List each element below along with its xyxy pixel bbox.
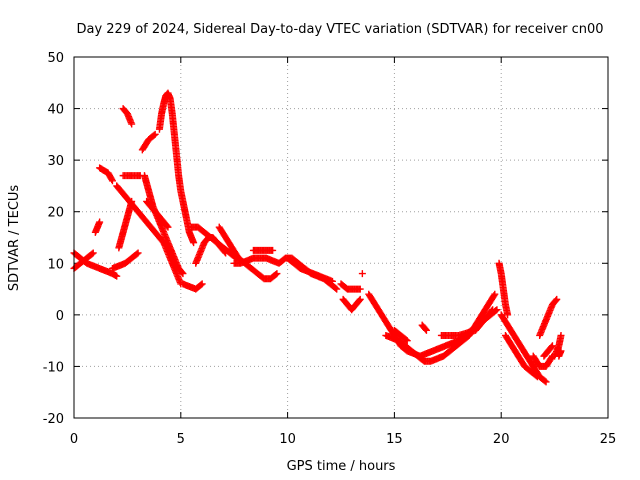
data-points xyxy=(70,89,565,386)
data-point xyxy=(164,223,172,231)
data-point xyxy=(178,269,186,277)
series-arc-r xyxy=(230,254,341,293)
data-point xyxy=(542,378,550,386)
y-tick-label: 50 xyxy=(47,51,64,66)
y-axis-label: SDTVAR / TECUs xyxy=(7,185,22,292)
grid xyxy=(74,57,608,418)
series-arc-b xyxy=(70,249,97,272)
series-arc-aj xyxy=(555,347,565,360)
y-tick-label: 10 xyxy=(47,257,64,272)
data-point xyxy=(197,281,205,289)
data-point xyxy=(422,326,430,334)
chart-title: Day 229 of 2024, Sidereal Day-to-day VTE… xyxy=(76,22,603,37)
x-tick-label: 25 xyxy=(600,432,617,447)
data-point xyxy=(179,270,187,278)
data-point xyxy=(491,290,499,298)
data-point xyxy=(108,175,116,183)
y-tick-label: 30 xyxy=(47,154,64,169)
series-arc-g xyxy=(115,197,136,252)
data-point xyxy=(541,377,549,385)
data-point xyxy=(504,311,512,319)
series-arc-aa xyxy=(418,321,430,334)
y-tick-label: -10 xyxy=(43,360,64,375)
series-arc-d xyxy=(96,164,116,185)
x-tick-label: 0 xyxy=(70,432,78,447)
series-arc-ah xyxy=(540,342,556,360)
data-point xyxy=(557,331,565,339)
data-point xyxy=(163,222,171,230)
data-point xyxy=(552,296,560,304)
data-point xyxy=(356,295,364,303)
x-axis-label: GPS time / hours xyxy=(287,459,396,474)
series-arc-ae xyxy=(501,331,542,381)
data-point xyxy=(553,295,561,303)
y-tick-label: -20 xyxy=(43,412,64,427)
data-point xyxy=(88,250,96,258)
data-point xyxy=(113,272,121,280)
data-point xyxy=(490,292,498,300)
data-point xyxy=(273,270,281,278)
data-point xyxy=(358,270,366,278)
series-arc-ag xyxy=(536,295,561,339)
x-tick-label: 5 xyxy=(177,432,185,447)
data-point xyxy=(534,373,542,381)
data-point xyxy=(356,285,364,293)
series-arc-l xyxy=(143,197,172,231)
series-arc-n xyxy=(179,280,206,293)
series-arc-p xyxy=(192,234,230,267)
series-arc-w xyxy=(358,270,366,278)
data-point xyxy=(422,325,430,333)
series-arc-j xyxy=(138,130,159,154)
data-point xyxy=(133,250,141,258)
x-tick-label: 15 xyxy=(386,432,403,447)
data-point xyxy=(269,246,277,254)
data-point xyxy=(89,249,97,257)
data-point xyxy=(134,249,142,257)
data-point xyxy=(151,130,159,138)
series-arc-v xyxy=(339,295,364,314)
x-tick-label: 20 xyxy=(493,432,510,447)
data-point xyxy=(190,239,198,247)
data-point xyxy=(332,284,340,292)
data-point xyxy=(328,277,336,285)
series-arc-t xyxy=(284,254,336,285)
data-point xyxy=(548,343,556,351)
data-point xyxy=(355,296,363,304)
data-point xyxy=(198,280,206,288)
series-arc-z xyxy=(390,326,411,345)
series-arc-ab xyxy=(437,306,497,339)
series-arc-h xyxy=(119,172,144,180)
data-point xyxy=(532,372,540,380)
data-point xyxy=(333,285,341,293)
data-point xyxy=(402,336,410,344)
plot-frame xyxy=(73,56,609,419)
series-arc-m xyxy=(155,89,198,247)
data-point xyxy=(96,218,104,226)
data-point xyxy=(557,347,565,355)
x-tick-label: 10 xyxy=(279,432,296,447)
data-point xyxy=(488,307,496,315)
series-arc-e xyxy=(108,249,142,272)
series-arc-i xyxy=(119,105,136,128)
data-point xyxy=(403,337,411,345)
series-arc-ac xyxy=(495,259,512,319)
data-point xyxy=(221,248,229,256)
data-point xyxy=(108,177,116,185)
y-tick-label: 40 xyxy=(47,103,64,118)
data-point xyxy=(222,249,230,257)
data-point xyxy=(128,197,136,205)
y-tick-label: 20 xyxy=(47,206,64,221)
data-point xyxy=(272,270,280,278)
series-arc-u xyxy=(337,280,364,293)
data-point xyxy=(489,306,497,314)
series-arc-s xyxy=(249,246,277,254)
series-arc-c xyxy=(91,218,104,236)
data-point xyxy=(128,120,136,128)
y-tick-label: 0 xyxy=(56,309,64,324)
data-point xyxy=(150,131,158,139)
data-point xyxy=(548,342,556,350)
axis-ticks: 0 5 10 15 20 25 -20 -10 0 10 20 30 40 50 xyxy=(43,51,617,447)
